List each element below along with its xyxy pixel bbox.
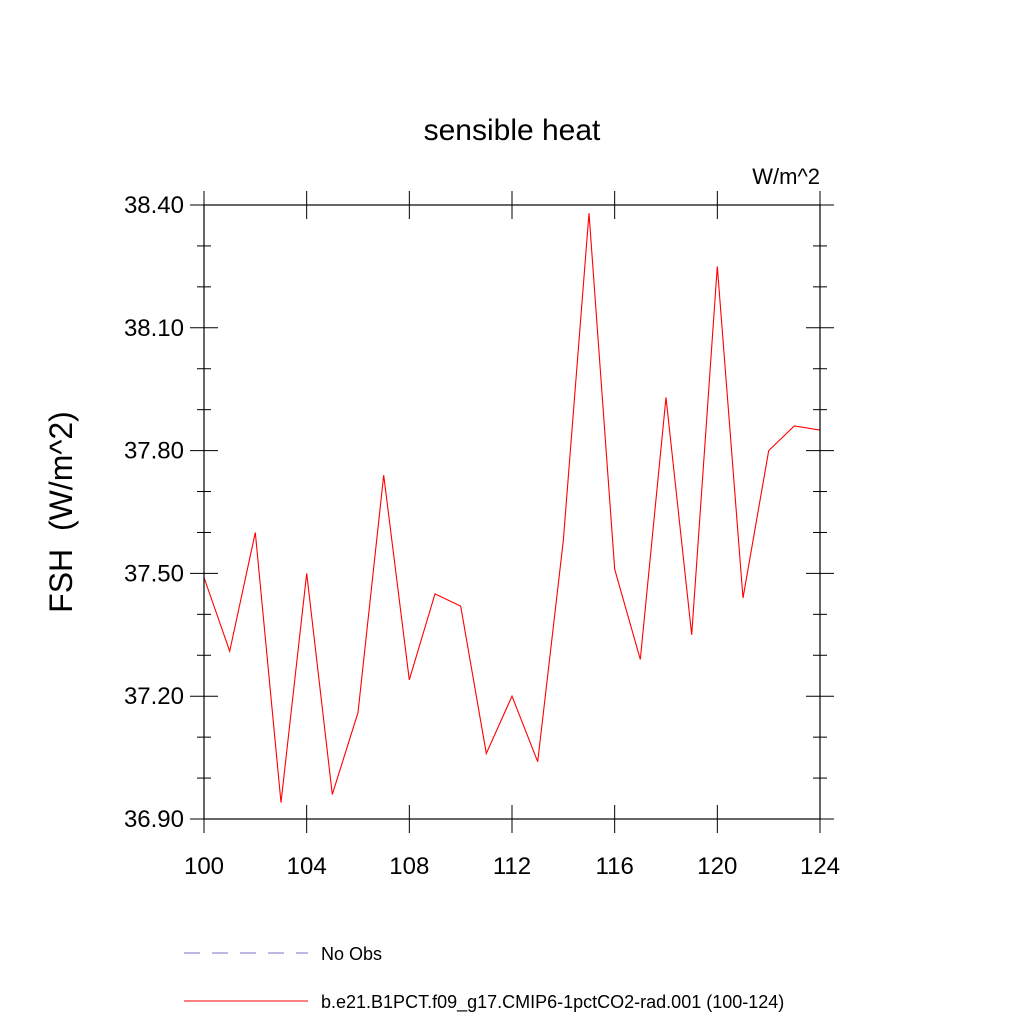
x-tick-label: 108 [389, 853, 429, 880]
legend-label: b.e21.B1PCT.f09_g17.CMIP6-1pctCO2-rad.00… [321, 992, 784, 1013]
y-tick-label: 37.50 [124, 560, 184, 587]
x-tick-label: 120 [697, 853, 737, 880]
major-ticks [190, 191, 834, 833]
legend-label: No Obs [321, 944, 382, 964]
legend: No Obs b.e21.B1PCT.f09_g17.CMIP6-1pctCO2-… [184, 944, 784, 1013]
x-tick-label: 104 [287, 853, 327, 880]
y-tick-label: 37.20 [124, 683, 184, 710]
y-tick-label: 37.80 [124, 438, 184, 465]
series-line [203, 213, 821, 803]
x-tick-labels: 100 104 108 112 116 120 124 [184, 853, 840, 880]
minor-ticks [197, 245, 827, 779]
y-axis-label: FSH (W/m^2) [43, 411, 79, 613]
chart-title: sensible heat [424, 114, 601, 147]
x-tick-label: 124 [800, 853, 840, 880]
series-lines [203, 213, 821, 803]
plot-frame [203, 204, 821, 820]
units-label: W/m^2 [752, 164, 820, 189]
y-tick-labels: 36.90 37.20 37.50 37.80 38.10 38.40 [124, 192, 184, 833]
y-tick-label: 38.10 [124, 315, 184, 342]
x-tick-label: 112 [493, 853, 531, 880]
y-tick-label: 38.40 [124, 192, 184, 219]
y-tick-label: 36.90 [124, 806, 184, 833]
x-tick-label: 100 [184, 853, 224, 880]
x-tick-label: 116 [596, 853, 634, 880]
